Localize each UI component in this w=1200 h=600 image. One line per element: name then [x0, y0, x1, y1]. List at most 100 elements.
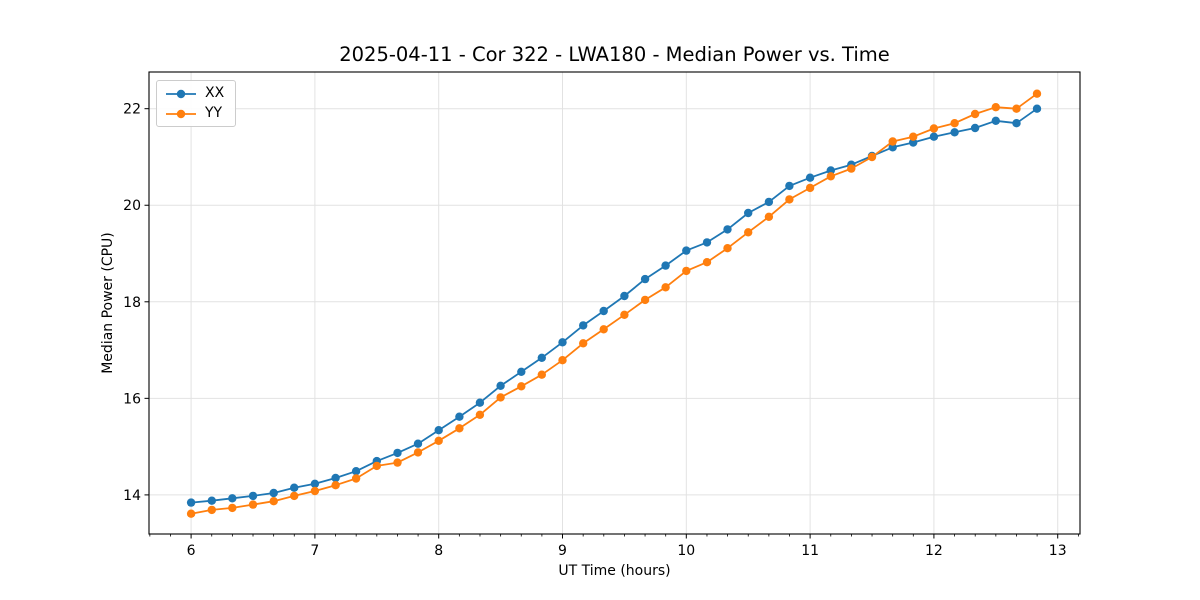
y-tick-label-14: 14 [123, 488, 141, 504]
data-point-yy-29 [785, 195, 794, 204]
data-point-yy-14 [475, 410, 485, 419]
data-point-yy-0 [186, 509, 196, 518]
data-point-xx-8 [351, 467, 361, 476]
data-point-xx-6 [310, 479, 320, 488]
data-point-xx-19 [579, 321, 588, 330]
y-tick-label-16: 16 [123, 391, 141, 407]
x-tick-label-8: 8 [434, 543, 443, 559]
data-point-xx-22 [640, 274, 650, 284]
data-point-yy-37 [950, 119, 959, 128]
data-point-xx-36 [929, 132, 939, 141]
data-point-yy-34 [888, 137, 897, 146]
data-point-xx-40 [1012, 119, 1021, 128]
x-tick-label-7: 7 [310, 543, 319, 559]
data-point-xx-0 [186, 498, 196, 507]
legend-marker-yy-icon [166, 109, 196, 118]
data-point-xx-2 [228, 494, 237, 503]
x-tick-label-10: 10 [677, 543, 695, 559]
data-point-yy-35 [909, 132, 918, 141]
data-point-yy-2 [228, 503, 237, 513]
data-point-xx-41 [1032, 104, 1042, 113]
data-point-yy-17 [537, 370, 546, 379]
data-point-yy-38 [970, 109, 980, 119]
data-point-yy-28 [764, 212, 774, 221]
x-axis-label: UT Time (hours) [558, 563, 671, 579]
legend-item-yy: YY [165, 106, 224, 121]
data-point-yy-7 [331, 481, 340, 490]
data-point-xx-17 [537, 353, 546, 362]
data-point-xx-4 [269, 488, 278, 498]
data-point-xx-28 [764, 197, 774, 207]
data-point-xx-16 [517, 367, 526, 376]
legend-label-yy: YY [205, 105, 223, 121]
data-point-yy-5 [290, 491, 299, 501]
x-tick-label-6: 6 [187, 543, 196, 559]
x-tick-label-13: 13 [1049, 543, 1067, 559]
x-tick-label-12: 12 [925, 543, 943, 559]
data-point-xx-38 [970, 123, 980, 133]
legend-label-xx: XX [205, 85, 225, 101]
data-point-yy-25 [702, 258, 712, 267]
data-point-yy-26 [723, 244, 732, 253]
data-point-yy-8 [351, 474, 361, 483]
data-point-yy-16 [517, 382, 526, 391]
data-point-yy-27 [744, 228, 753, 237]
data-point-xx-24 [682, 246, 691, 255]
data-point-yy-10 [393, 458, 402, 467]
data-point-yy-33 [867, 152, 877, 162]
data-point-xx-7 [331, 473, 340, 483]
data-point-xx-35 [909, 138, 918, 147]
data-point-yy-15 [496, 393, 505, 402]
data-point-yy-13 [455, 424, 464, 433]
data-point-yy-4 [269, 497, 278, 506]
data-point-xx-37 [950, 128, 959, 137]
data-point-xx-20 [599, 306, 608, 316]
plot-border [148, 71, 1081, 535]
data-point-yy-41 [1032, 89, 1042, 98]
data-point-yy-39 [991, 103, 1000, 112]
x-tick-label-9: 9 [558, 543, 567, 559]
data-point-yy-30 [805, 183, 815, 193]
legend-item-xx: XX [165, 86, 224, 101]
data-point-xx-31 [826, 166, 835, 175]
data-point-xx-29 [785, 181, 794, 191]
data-point-yy-24 [682, 266, 691, 276]
data-point-yy-11 [413, 448, 423, 457]
data-point-yy-12 [434, 436, 443, 445]
chart-title: 2025-04-11 - Cor 322 - LWA180 - Median P… [339, 43, 890, 66]
data-point-xx-14 [475, 398, 485, 407]
data-point-xx-30 [805, 173, 815, 182]
legend-marker-xx-icon [166, 89, 196, 98]
data-point-yy-9 [372, 461, 381, 471]
data-point-xx-39 [991, 116, 1000, 126]
data-point-yy-6 [310, 486, 320, 496]
data-point-xx-34 [888, 143, 897, 152]
data-point-xx-15 [496, 381, 505, 390]
data-point-yy-3 [248, 500, 258, 509]
data-point-yy-19 [579, 339, 588, 348]
data-point-yy-32 [847, 164, 856, 173]
y-tick-label-22: 22 [123, 102, 141, 118]
data-point-yy-20 [599, 325, 608, 334]
data-point-yy-31 [826, 172, 835, 181]
data-point-yy-23 [661, 283, 670, 292]
data-point-xx-11 [413, 439, 423, 448]
x-tick-label-11: 11 [801, 543, 819, 559]
y-tick-label-18: 18 [123, 295, 141, 311]
data-point-xx-25 [702, 238, 712, 247]
data-point-yy-1 [207, 505, 216, 515]
data-point-xx-21 [620, 291, 629, 301]
data-point-xx-13 [455, 412, 464, 421]
data-point-xx-23 [661, 261, 670, 270]
data-point-xx-26 [723, 225, 732, 234]
data-point-xx-18 [558, 338, 567, 347]
series-xx-line [191, 107, 1038, 504]
data-point-xx-12 [434, 426, 443, 435]
data-point-xx-5 [290, 483, 299, 492]
y-tick-label-20: 20 [123, 198, 141, 214]
y-axis-label: Median Power (CPU) [100, 232, 116, 374]
data-point-yy-22 [640, 295, 650, 305]
legend: XX YY [156, 80, 237, 127]
